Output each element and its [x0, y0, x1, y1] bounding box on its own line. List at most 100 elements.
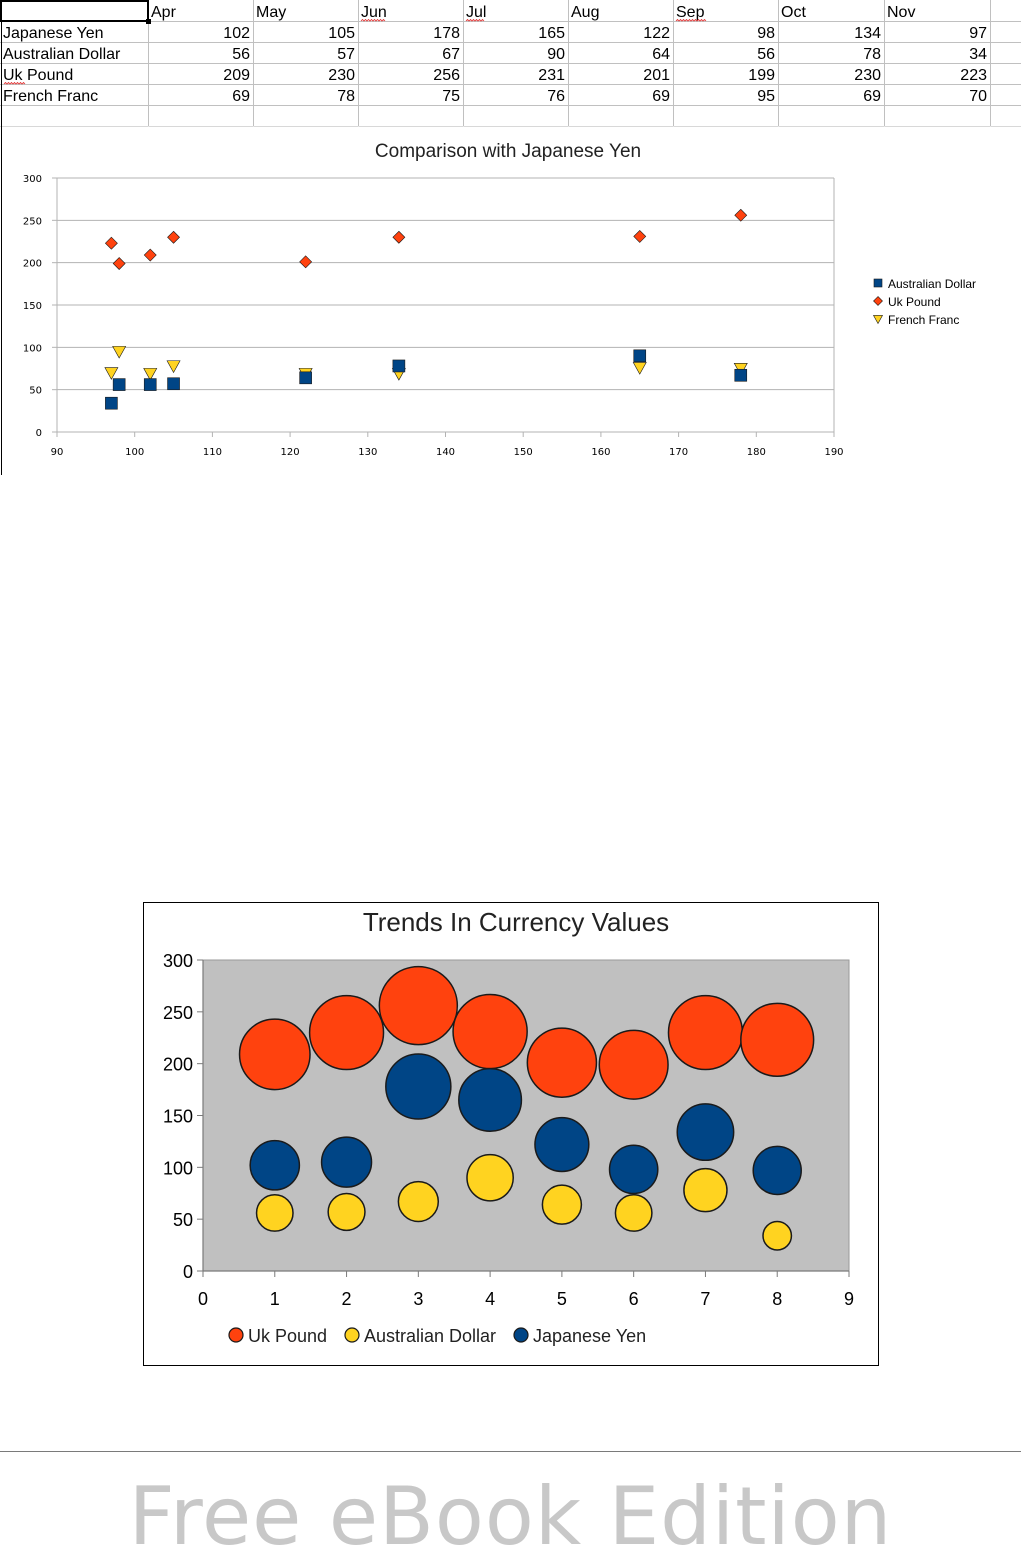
bubble-point	[740, 1002, 815, 1077]
cell-value: 67	[442, 46, 460, 63]
cell-value: 57	[337, 46, 355, 63]
bubble-chart: Trends In Currency Values050100150200250…	[143, 902, 879, 1366]
scatter-point	[166, 360, 181, 374]
cell-value: 134	[854, 25, 881, 42]
scatter-legend-label: Australian Dollar	[888, 277, 976, 291]
cell-value: 90	[547, 46, 565, 63]
scatter-y-tick-label: 200	[23, 259, 42, 270]
bubble-point	[249, 1139, 301, 1191]
bubble-point	[683, 1167, 728, 1213]
cell-value: 223	[960, 67, 987, 84]
bubble-y-tick-label: 300	[163, 951, 193, 971]
bubble-x-tick-label: 4	[485, 1289, 495, 1309]
bubble-y-tick-label: 200	[163, 1055, 193, 1075]
scatter-x-tick-label: 120	[281, 447, 300, 458]
bubble-y-tick-label: 50	[173, 1210, 193, 1230]
cell-value: 256	[433, 67, 460, 84]
scatter-chart: Comparison with Japanese Yen 0 50 100 150 200…	[3, 128, 1018, 474]
scatter-point	[633, 229, 647, 243]
scatter-point	[632, 362, 647, 375]
cell-value: 231	[538, 67, 565, 84]
scatter-point	[105, 396, 118, 410]
cell-value: 56	[232, 46, 250, 63]
cell-value: 69	[652, 88, 670, 105]
column-header: Oct	[781, 4, 806, 21]
column-header: Aug	[571, 4, 599, 21]
cell-value: 102	[223, 25, 250, 42]
row-label: French Franc	[3, 88, 98, 105]
cell-value: 78	[337, 88, 355, 105]
bubble-point	[452, 993, 528, 1070]
cell-value: 165	[538, 25, 565, 42]
scatter-x-tick-label: 150	[514, 447, 533, 458]
bubble-y-tick-label: 250	[163, 1003, 193, 1023]
spellcheck-mark	[675, 18, 707, 22]
scatter-point	[112, 378, 126, 391]
cell-value: 69	[232, 88, 250, 105]
bubble-point	[526, 1027, 598, 1098]
cell-fill-handle	[146, 19, 151, 24]
column-header: Nov	[887, 4, 915, 21]
scatter-point	[633, 349, 647, 363]
bubble-point	[397, 1180, 440, 1223]
cell-value: 230	[328, 67, 355, 84]
sheet-gridlines	[0, 0, 1021, 475]
bubble-legend-marker	[228, 1327, 244, 1343]
scatter-point	[104, 367, 119, 380]
scatter-point	[167, 377, 180, 391]
bubble-point	[762, 1220, 793, 1251]
bubble-point	[308, 994, 385, 1071]
bubble-point	[320, 1136, 373, 1188]
bubble-point	[378, 965, 459, 1046]
scatter-legend-marker	[873, 278, 883, 288]
scatter-y-tick-label: 50	[29, 386, 42, 397]
scatter-point	[392, 359, 406, 373]
cell-value: 95	[757, 88, 775, 105]
bubble-point	[667, 994, 744, 1071]
spellcheck-mark	[3, 81, 26, 85]
bubble-plot-area	[202, 959, 850, 1272]
footer-divider	[0, 1451, 1021, 1452]
bubble-legend-label: Australian Dollar	[364, 1326, 496, 1346]
bubble-point	[238, 1018, 311, 1091]
scatter-point	[299, 371, 312, 385]
bubble-x-tick-label: 9	[844, 1289, 854, 1309]
cell-value: 201	[643, 67, 670, 84]
scatter-x-tick-label: 130	[358, 447, 377, 458]
scatter-point	[143, 378, 157, 391]
scatter-legend-marker	[873, 296, 883, 306]
bubble-legend-marker	[513, 1327, 529, 1343]
scatter-point	[734, 368, 748, 382]
bubble-title: Trends In Currency Values	[363, 907, 669, 937]
bubble-point	[541, 1184, 583, 1225]
scatter-point	[167, 230, 180, 244]
cell-value: 78	[863, 46, 881, 63]
bubble-series	[255, 1153, 793, 1251]
column-header: Jun	[361, 4, 387, 21]
scatter-x-tick-label: 160	[591, 447, 610, 458]
bubble-series	[238, 965, 815, 1100]
cell-value: 34	[969, 46, 987, 63]
scatter-chart-area	[3, 128, 1018, 474]
scatter-y-tick-label: 0	[36, 428, 42, 439]
cell-value: 70	[969, 88, 987, 105]
bubble-point	[458, 1067, 523, 1133]
bubble-y-tick-label: 100	[163, 1158, 193, 1178]
cell-value: 178	[433, 25, 460, 42]
spellcheck-mark	[360, 18, 386, 22]
bubble-x-tick-label: 1	[270, 1289, 280, 1309]
scatter-x-tick-label: 170	[669, 447, 688, 458]
scatter-point	[143, 368, 158, 381]
bubble-y-tick-label: 150	[163, 1107, 193, 1127]
bubble-x-tick-label: 7	[700, 1289, 710, 1309]
bubble-point	[534, 1116, 590, 1173]
selected-cell	[0, 0, 149, 22]
bubble-x-tick-label: 3	[413, 1289, 423, 1309]
scatter-title: Comparison with Japanese Yen	[375, 141, 641, 162]
cell-value: 105	[328, 25, 355, 42]
scatter-legend-marker	[872, 315, 884, 325]
bubble-point	[466, 1153, 514, 1202]
spreadsheet-area: Apr May Jun Jul Aug Sep Oct Nov Japanese Yen 102 1…	[0, 0, 1021, 475]
cell-value: 230	[854, 67, 881, 84]
bubble-legend-label: Japanese Yen	[533, 1326, 646, 1346]
